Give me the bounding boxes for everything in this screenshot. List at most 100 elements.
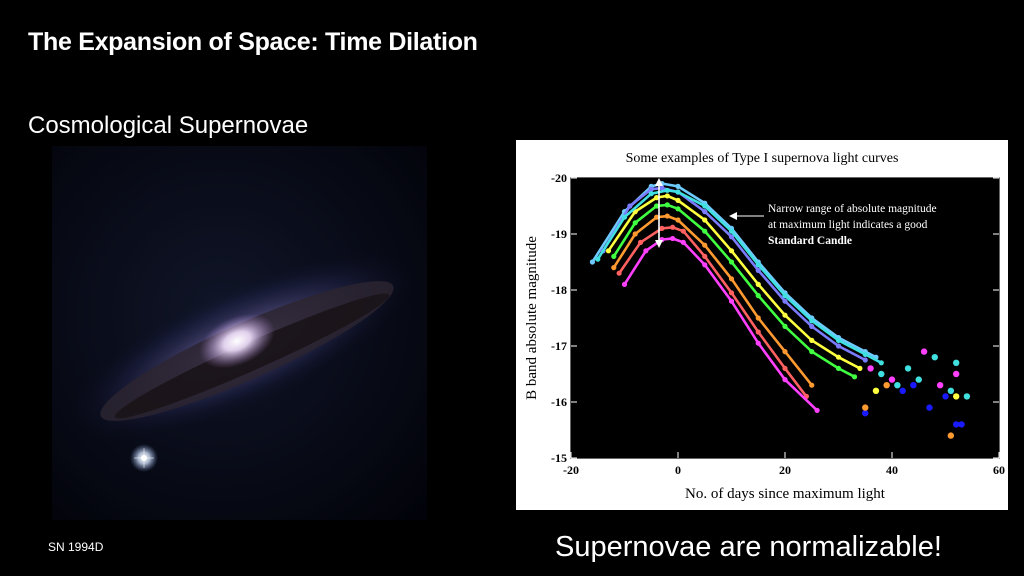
x-tick-label: 0 bbox=[675, 463, 681, 477]
light-curve-point bbox=[621, 214, 628, 220]
light-curve-point bbox=[809, 318, 815, 324]
light-curve-point bbox=[728, 276, 735, 282]
light-curve-point bbox=[755, 315, 761, 321]
light-curve-point bbox=[654, 214, 660, 220]
late-time-point bbox=[958, 421, 965, 428]
late-time-point bbox=[963, 393, 971, 400]
late-time-point bbox=[936, 382, 944, 389]
light-curve-point bbox=[809, 382, 815, 388]
light-curve-point bbox=[632, 231, 638, 237]
light-curve-point bbox=[782, 298, 788, 304]
light-curve-4 bbox=[612, 203, 856, 378]
light-curve-point bbox=[702, 209, 708, 215]
slide-subtitle: Cosmological Supernovae bbox=[28, 112, 309, 139]
light-curve-point bbox=[648, 191, 654, 197]
light-curve-point bbox=[728, 234, 735, 240]
light-curve-point bbox=[611, 265, 617, 271]
light-curve-point bbox=[611, 253, 617, 259]
light-curve-point bbox=[670, 224, 676, 230]
light-curve-point bbox=[782, 365, 788, 371]
light-curve-point bbox=[857, 365, 863, 371]
late-time-point bbox=[899, 387, 906, 394]
light-curve-point bbox=[728, 259, 735, 265]
light-curve-point bbox=[782, 323, 788, 329]
light-curve-point bbox=[835, 337, 842, 343]
light-curve-point bbox=[616, 270, 622, 276]
annotation-standard-candle: Standard Candle bbox=[768, 235, 852, 247]
light-curve-point bbox=[728, 298, 735, 304]
late-time-point bbox=[883, 382, 890, 389]
chart-title: Some examples of Type I supernova light … bbox=[626, 151, 899, 166]
annotation-line-2: at maximum light indicates a good bbox=[768, 219, 928, 231]
light-curve-point bbox=[664, 187, 670, 193]
late-time-point bbox=[953, 370, 960, 378]
light-curve-point bbox=[814, 407, 820, 413]
light-curve-point bbox=[835, 365, 842, 371]
plot-area bbox=[571, 178, 999, 458]
light-curve-point bbox=[755, 329, 761, 335]
light-curve-point bbox=[659, 225, 665, 231]
light-curve-point bbox=[878, 360, 884, 366]
y-tick-label: -16 bbox=[551, 395, 567, 409]
late-time-point bbox=[920, 348, 928, 355]
late-time-point bbox=[953, 393, 960, 400]
image-caption: SN 1994D bbox=[48, 540, 104, 554]
light-curve-point bbox=[851, 374, 858, 380]
x-tick-label: -20 bbox=[563, 463, 579, 477]
light-curve-point bbox=[675, 189, 681, 195]
range-arrowhead-up bbox=[655, 178, 663, 186]
light-curve-point bbox=[782, 293, 788, 299]
light-curve-point bbox=[664, 213, 670, 219]
light-curve-point bbox=[809, 349, 815, 355]
light-curve-point bbox=[702, 253, 708, 259]
light-curve-point bbox=[680, 239, 686, 245]
y-tick-label: -20 bbox=[551, 171, 567, 185]
range-arrowhead-down bbox=[655, 240, 663, 248]
late-time-point bbox=[894, 382, 901, 389]
late-time-point bbox=[953, 421, 960, 428]
light-curve-point bbox=[595, 256, 601, 262]
light-curve-point bbox=[782, 349, 788, 355]
light-curve-point bbox=[755, 262, 761, 268]
late-time-point bbox=[862, 404, 869, 411]
x-axis-label: No. of days since maximum light bbox=[685, 486, 886, 502]
light-curve-point bbox=[621, 281, 628, 287]
light-curve-point bbox=[728, 248, 735, 254]
late-time-point bbox=[942, 393, 949, 400]
light-curve-point bbox=[809, 337, 815, 343]
light-curve-point bbox=[632, 220, 638, 226]
light-curve-point bbox=[589, 259, 595, 265]
light-curve-point bbox=[702, 242, 708, 248]
late-time-point bbox=[947, 432, 955, 439]
light-curve-point bbox=[627, 203, 633, 209]
light-curve-point bbox=[755, 293, 761, 299]
annotation-line-1: Narrow range of absolute magnitude bbox=[768, 203, 937, 215]
light-curve-point bbox=[728, 290, 735, 296]
light-curve-3 bbox=[607, 194, 861, 370]
light-curve-point bbox=[755, 267, 761, 273]
light-curve-6 bbox=[618, 225, 808, 398]
annotation-arrowhead bbox=[729, 212, 737, 220]
late-time-point bbox=[872, 387, 880, 394]
light-curve-point bbox=[680, 228, 686, 234]
annotation: Narrow range of absolute magnitude at ma… bbox=[655, 178, 937, 248]
y-tick-label: -15 bbox=[551, 451, 567, 465]
light-curve-point bbox=[728, 228, 735, 234]
light-curve-point bbox=[702, 262, 708, 268]
y-tick-label: -19 bbox=[551, 227, 567, 241]
light-curve-point bbox=[675, 206, 681, 212]
light-curve-point bbox=[637, 239, 644, 245]
x-tick-label: 40 bbox=[886, 463, 898, 477]
light-curve-point bbox=[675, 197, 681, 203]
light-curve-point bbox=[675, 183, 681, 189]
late-time-point bbox=[904, 365, 912, 372]
x-tick-label: 20 bbox=[779, 463, 791, 477]
light-curve-point bbox=[782, 377, 788, 383]
light-curve-point bbox=[605, 248, 612, 254]
galaxy-image bbox=[52, 146, 427, 520]
light-curve-point bbox=[659, 185, 665, 191]
late-time-point bbox=[910, 382, 917, 389]
light-curve-2 bbox=[601, 186, 866, 362]
light-curve-point bbox=[755, 281, 761, 287]
light-curve-point bbox=[654, 195, 660, 201]
